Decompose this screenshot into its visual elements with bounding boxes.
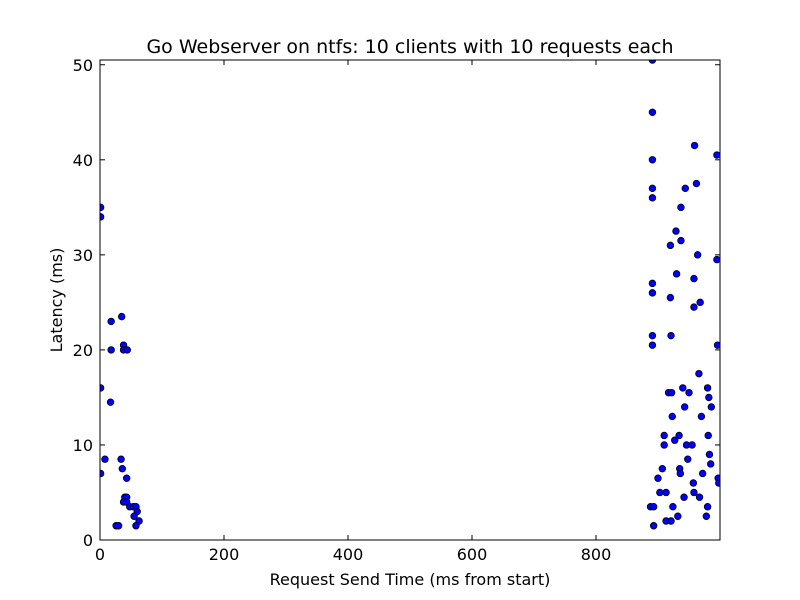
data-point-62 xyxy=(677,203,685,212)
data-point-45 xyxy=(662,488,670,497)
data-point-51 xyxy=(667,517,675,525)
y-axis-label: Latency (ms) xyxy=(47,248,66,353)
x-tick-label: 400 xyxy=(333,545,364,564)
data-point-66 xyxy=(680,403,689,411)
data-point-91 xyxy=(707,403,716,411)
data-point-59 xyxy=(675,431,683,440)
data-point-72 xyxy=(689,479,698,487)
data-point-32 xyxy=(648,194,657,202)
data-point-67 xyxy=(681,184,689,193)
data-point-64 xyxy=(679,384,687,392)
data-point-33 xyxy=(648,279,657,288)
data-point-30 xyxy=(648,156,657,164)
data-point-69 xyxy=(684,455,692,463)
data-point-63 xyxy=(677,236,685,245)
data-point-76 xyxy=(690,141,699,150)
chart-title: Go Webserver on ntfs: 10 clients with 10… xyxy=(146,36,673,58)
data-point-89 xyxy=(705,450,714,459)
data-point-43 xyxy=(660,441,668,449)
data-point-42 xyxy=(658,465,667,473)
data-point-61 xyxy=(676,469,685,478)
data-point-73 xyxy=(690,488,698,497)
data-point-77 xyxy=(692,179,701,188)
data-point-27 xyxy=(114,522,123,530)
data-point-31 xyxy=(648,184,657,193)
data-point-88 xyxy=(705,393,713,402)
data-point-83 xyxy=(698,469,707,478)
data-point-4 xyxy=(101,455,109,463)
data-point-56 xyxy=(672,227,680,235)
data-point-50 xyxy=(667,331,675,340)
data-point-13 xyxy=(118,465,127,473)
x-tick-label: 200 xyxy=(209,545,240,564)
data-point-25 xyxy=(132,522,140,530)
x-axis-label: Request Send Time (ms from start) xyxy=(270,570,551,589)
data-point-90 xyxy=(707,460,715,468)
data-point-35 xyxy=(648,331,657,340)
data-point-8 xyxy=(117,312,126,321)
data-point-65 xyxy=(680,493,688,501)
data-point-74 xyxy=(690,274,698,283)
data-point-5 xyxy=(107,317,115,326)
data-points xyxy=(100,60,720,530)
data-point-93 xyxy=(713,255,720,264)
data-point-14 xyxy=(122,474,131,482)
data-point-71 xyxy=(688,441,696,449)
data-point-80 xyxy=(695,493,704,501)
data-point-70 xyxy=(685,388,693,397)
data-point-23 xyxy=(130,512,138,520)
data-point-49 xyxy=(666,241,675,250)
data-point-3 xyxy=(100,469,105,478)
y-tick-label: 0 xyxy=(83,531,93,550)
y-tick-label: 20 xyxy=(73,341,93,360)
x-tick-label: 600 xyxy=(457,545,488,564)
data-point-53 xyxy=(668,412,676,421)
data-point-92 xyxy=(713,151,720,159)
data-point-39 xyxy=(649,522,658,530)
data-point-55 xyxy=(671,436,679,444)
data-point-85 xyxy=(703,503,712,511)
data-point-96 xyxy=(715,479,720,487)
data-point-12 xyxy=(117,455,125,463)
data-point-79 xyxy=(695,369,703,378)
data-point-84 xyxy=(702,512,711,520)
data-point-29 xyxy=(648,108,657,116)
data-point-58 xyxy=(674,512,682,520)
data-point-41 xyxy=(656,488,664,497)
x-tick-label: 800 xyxy=(581,545,612,564)
data-point-11 xyxy=(123,346,131,354)
data-point-40 xyxy=(654,474,662,482)
plot-frame xyxy=(99,59,721,541)
y-tick-label: 30 xyxy=(73,246,93,265)
data-point-34 xyxy=(648,289,657,297)
data-point-54 xyxy=(669,503,677,511)
data-point-94 xyxy=(713,341,720,349)
data-point-0 xyxy=(100,203,105,212)
x-tick-label: 0 xyxy=(95,545,105,564)
data-point-48 xyxy=(666,293,675,302)
data-point-87 xyxy=(704,431,712,440)
data-point-7 xyxy=(106,398,115,406)
data-point-75 xyxy=(690,303,698,311)
data-point-81 xyxy=(696,298,704,307)
y-tick-label: 10 xyxy=(73,436,93,455)
data-point-38 xyxy=(649,503,658,511)
data-point-78 xyxy=(693,251,702,259)
data-point-57 xyxy=(672,270,681,278)
data-point-44 xyxy=(660,431,668,440)
data-point-1 xyxy=(100,213,105,221)
data-point-36 xyxy=(648,341,657,349)
y-tick-label: 40 xyxy=(73,151,93,170)
axis-ticks: 0 200 400 600 800 0 10 20 30 40 50 xyxy=(73,56,720,564)
data-point-52 xyxy=(667,388,676,397)
data-point-86 xyxy=(703,384,712,392)
data-point-2 xyxy=(100,384,105,392)
data-point-6 xyxy=(107,346,115,354)
data-point-82 xyxy=(697,412,706,421)
y-tick-label: 50 xyxy=(73,56,93,75)
